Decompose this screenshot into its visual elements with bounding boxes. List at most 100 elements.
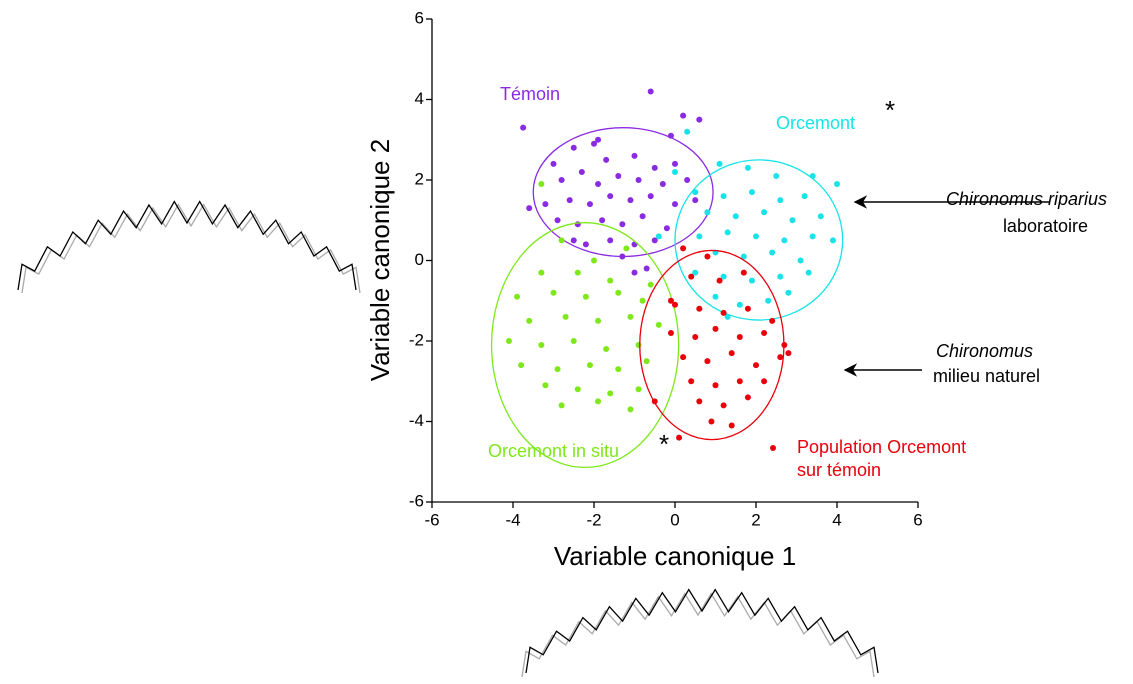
point	[672, 201, 678, 208]
point	[797, 257, 804, 264]
point	[574, 269, 581, 276]
point	[684, 177, 691, 183]
point	[688, 273, 695, 280]
point	[829, 237, 836, 244]
point	[607, 390, 614, 397]
point	[631, 152, 638, 159]
point	[514, 293, 521, 300]
point	[744, 164, 751, 171]
point	[607, 237, 614, 244]
mentum-outline	[525, 588, 879, 674]
y-tick-label: 6	[415, 8, 424, 27]
point	[696, 233, 703, 240]
point	[753, 362, 759, 369]
point	[744, 394, 751, 401]
point	[651, 237, 658, 244]
annotation: Chironomus	[936, 341, 1033, 361]
point	[595, 398, 602, 405]
point	[647, 281, 654, 288]
point	[728, 350, 735, 357]
y-tick-label: 2	[415, 169, 424, 188]
point	[542, 201, 549, 208]
point	[554, 366, 561, 373]
point	[635, 386, 642, 393]
point	[591, 140, 597, 147]
point	[672, 168, 678, 175]
y-tick-label: -6	[409, 491, 424, 510]
point	[781, 342, 788, 349]
point	[643, 265, 650, 272]
point	[639, 213, 646, 220]
point	[538, 342, 545, 349]
point	[724, 313, 731, 320]
point	[566, 197, 573, 204]
point	[542, 382, 549, 389]
point	[623, 245, 630, 252]
x-tick-label: 2	[751, 510, 760, 529]
point	[728, 422, 735, 429]
annotation: laboratoire	[1003, 216, 1088, 236]
point	[809, 233, 816, 240]
point	[777, 197, 784, 204]
point	[639, 297, 646, 304]
legend-label: Population Orcemont sur témoin	[797, 437, 967, 480]
point	[651, 164, 658, 171]
point	[627, 313, 634, 320]
point	[647, 88, 654, 95]
point	[582, 241, 589, 248]
point	[550, 160, 557, 167]
mentum-outline	[21, 203, 361, 294]
point	[716, 277, 723, 284]
point	[708, 418, 715, 425]
point	[680, 245, 687, 252]
point	[667, 329, 674, 336]
point	[667, 297, 674, 304]
point	[720, 193, 727, 200]
point	[574, 221, 581, 228]
point	[667, 132, 674, 139]
point	[526, 317, 533, 324]
point	[595, 181, 602, 188]
point	[688, 378, 695, 385]
point	[591, 257, 597, 264]
point	[627, 406, 634, 413]
point	[558, 237, 565, 244]
point	[570, 144, 577, 151]
point	[627, 197, 634, 204]
point	[704, 253, 711, 260]
point	[834, 181, 840, 188]
point	[720, 309, 727, 316]
point	[769, 317, 776, 324]
point	[720, 273, 727, 280]
significance-mark: *	[659, 429, 669, 459]
point	[676, 434, 683, 441]
point	[761, 378, 768, 385]
point	[562, 313, 569, 320]
y-axis-label: Variable canonique 2	[365, 139, 395, 381]
legend-marker	[770, 445, 776, 451]
point	[615, 172, 622, 179]
point	[582, 293, 589, 300]
point	[736, 301, 743, 308]
point	[647, 193, 654, 200]
point	[761, 329, 768, 336]
x-tick-label: -6	[424, 510, 439, 529]
significance-mark: *	[885, 95, 895, 125]
point	[777, 354, 784, 361]
mentum-outlines	[17, 200, 879, 678]
point	[558, 402, 565, 409]
point	[761, 209, 768, 216]
y-tick-label: -4	[409, 411, 424, 430]
point	[615, 366, 622, 373]
point	[655, 233, 662, 240]
point	[574, 386, 581, 393]
point	[777, 273, 784, 280]
point	[769, 249, 776, 256]
point	[505, 338, 512, 344]
point	[672, 160, 678, 167]
x-tick-label: 4	[832, 510, 841, 529]
point	[619, 221, 626, 228]
point	[785, 350, 792, 357]
confidence-ellipse	[639, 249, 785, 441]
point	[554, 217, 561, 224]
